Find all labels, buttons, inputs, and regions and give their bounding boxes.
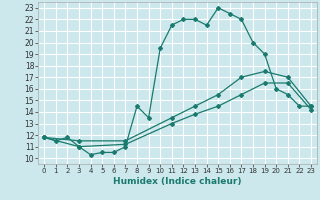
X-axis label: Humidex (Indice chaleur): Humidex (Indice chaleur) xyxy=(113,177,242,186)
